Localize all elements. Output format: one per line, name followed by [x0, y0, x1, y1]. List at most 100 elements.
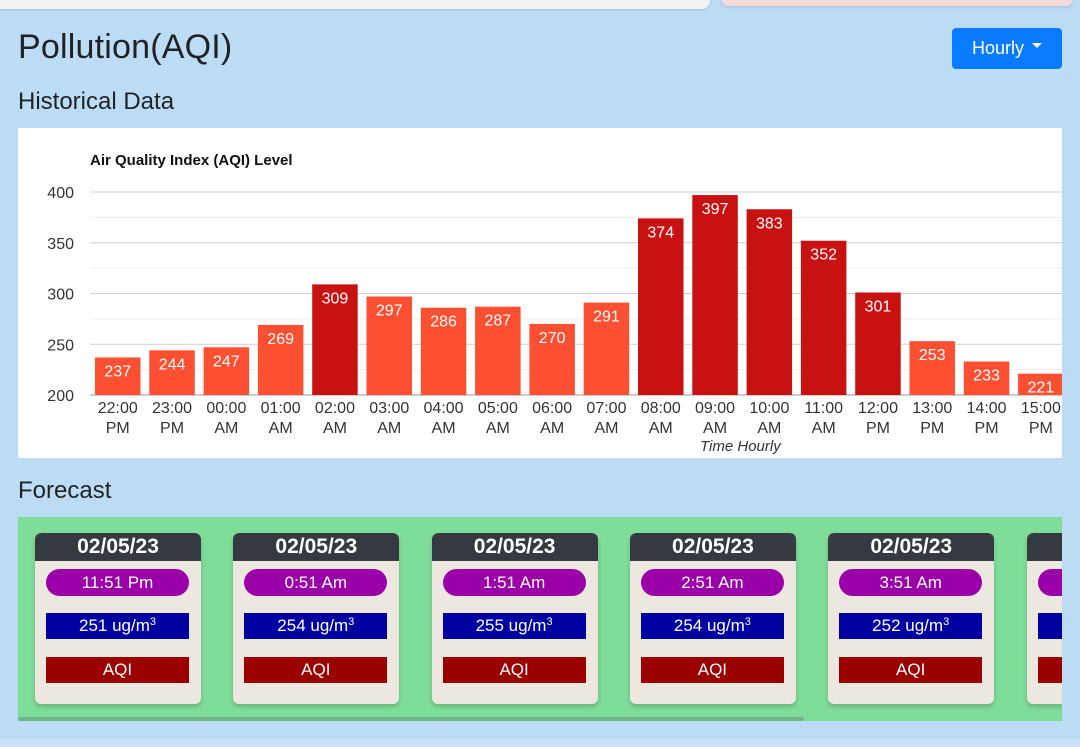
bar [366, 296, 412, 395]
x-tick-label-time: 14:00 [967, 400, 1007, 417]
bar-value-label: 309 [322, 290, 349, 307]
forecast-card-date [1027, 533, 1062, 561]
forecast-pm-value: 254 ug/m [277, 616, 349, 635]
historical-data-heading: Historical Data [18, 88, 175, 115]
top-bar-panel-left [0, 0, 710, 9]
bar-value-label: 352 [810, 247, 837, 264]
forecast-card-pm: 251 ug/m3 [46, 613, 189, 639]
top-navbar [0, 0, 1080, 10]
x-tick-label-period: AM [812, 420, 836, 437]
bar [149, 350, 195, 395]
x-tick-label-period: PM [106, 420, 130, 437]
forecast-card[interactable]: 02/05/23 3:51 Am 252 ug/m3 AQI [828, 533, 995, 704]
bar-value-label: 297 [376, 303, 403, 320]
y-tick-label: 400 [47, 185, 74, 202]
hourly-dropdown-label: Hourly [971, 38, 1024, 58]
bar-value-label: 383 [756, 215, 783, 232]
forecast-card-pm: 252 ug/m3 [839, 613, 983, 639]
y-tick-label: 300 [47, 287, 74, 304]
x-tick-label-time: 06:00 [532, 400, 572, 417]
forecast-scrollbar-thumb[interactable] [18, 717, 804, 721]
aqi-historical-chart: 200 250 300 350 400 237 22:00 PM 244 23:00 PM 247 00… [18, 128, 1062, 458]
bar-value-label: 269 [267, 331, 294, 348]
x-tick-label-period: AM [377, 420, 401, 437]
x-tick-label-time: 07:00 [586, 400, 626, 417]
bar-value-label: 374 [647, 224, 674, 241]
x-tick-label-period: AM [432, 420, 456, 437]
x-tick-label-period: PM [160, 420, 184, 437]
forecast-card-aqi: AQI [640, 657, 784, 683]
x-axis-title: Time Hourly [700, 438, 781, 455]
unit-superscript: 3 [149, 616, 156, 628]
forecast-card-pm: 255 ug/m3 [442, 613, 586, 639]
hourly-dropdown-button[interactable]: Hourly [952, 28, 1062, 69]
y-tick-label: 350 [47, 236, 74, 253]
bar-value-label: 253 [919, 347, 946, 364]
bar-value-label: 244 [159, 356, 186, 373]
top-bar-panel-right [722, 0, 1072, 6]
x-tick-label-time: 10:00 [749, 400, 789, 417]
x-tick-label-period: PM [975, 420, 999, 437]
page-title: Pollution(AQI) [18, 28, 233, 66]
forecast-card[interactable]: 02/05/23 2:51 Am 254 ug/m3 AQI [629, 533, 796, 704]
bar [203, 347, 250, 395]
x-tick-label-time: 23:00 [152, 400, 192, 417]
forecast-card-partial[interactable] [1027, 533, 1062, 704]
forecast-card-pm [1038, 613, 1062, 639]
bar [746, 209, 793, 395]
x-tick-label-period: AM [540, 420, 564, 437]
forecast-card-aqi [1038, 657, 1062, 683]
x-tick-label-period: PM [866, 420, 890, 437]
forecast-pm-value: 254 ug/m [673, 616, 745, 635]
forecast-pm-value: 255 ug/m [475, 616, 547, 635]
forecast-card-time: 2:51 Am [640, 569, 784, 596]
x-tick-label-period: PM [920, 420, 944, 437]
forecast-card-pm: 254 ug/m3 [244, 613, 388, 639]
x-tick-label-time: 05:00 [478, 400, 518, 417]
bar [692, 195, 738, 395]
x-tick-label-period: PM [1029, 420, 1053, 437]
forecast-card-date: 02/05/23 [35, 533, 201, 561]
x-tick-label-time: 13:00 [912, 400, 952, 417]
unit-superscript: 3 [546, 616, 553, 628]
unit-superscript: 3 [348, 616, 355, 628]
bar-value-label: 397 [702, 201, 729, 218]
bar [475, 306, 521, 395]
bar-value-label: 287 [484, 313, 511, 330]
forecast-card[interactable]: 02/05/23 1:51 Am 255 ug/m3 AQI [431, 533, 598, 704]
bar [1018, 373, 1062, 395]
bar-value-label: 286 [430, 314, 457, 331]
caret-down-icon [1032, 43, 1042, 48]
x-tick-label-period: AM [323, 420, 347, 437]
bar [257, 324, 304, 395]
forecast-card[interactable]: 02/05/23 0:51 Am 254 ug/m3 AQI [233, 533, 400, 704]
bar [800, 240, 847, 395]
forecast-card-date: 02/05/23 [629, 533, 796, 561]
forecast-heading: Forecast [18, 477, 112, 504]
forecast-card-time: 1:51 Am [442, 569, 586, 596]
bar [312, 284, 358, 395]
forecast-card-date: 02/05/23 [233, 533, 400, 561]
x-tick-label-time: 02:00 [315, 400, 355, 417]
forecast-card-time: 3:51 Am [839, 569, 983, 596]
forecast-pm-value: 252 ug/m [872, 616, 944, 635]
bar [963, 361, 1010, 395]
bar-value-label: 291 [593, 309, 620, 326]
bar-value-label: 233 [973, 368, 1000, 385]
x-tick-label-period: AM [757, 420, 781, 437]
x-tick-label-period: AM [594, 420, 618, 437]
x-tick-label-time: 11:00 [804, 400, 843, 417]
x-tick-label-period: AM [214, 420, 238, 437]
x-tick-label-time: 04:00 [424, 400, 464, 417]
forecast-card[interactable]: 02/05/23 11:51 Pm 251 ug/m3 AQI [35, 533, 201, 704]
x-tick-label-time: 12:00 [858, 400, 898, 417]
bar-value-label: 270 [539, 330, 566, 347]
bar-value-label: 237 [104, 363, 131, 380]
forecast-card-aqi: AQI [442, 657, 586, 683]
forecast-card-time: 11:51 Pm [46, 569, 189, 596]
bar [95, 357, 141, 395]
forecast-carousel[interactable]: 02/05/23 11:51 Pm 251 ug/m3 AQI 02/05/23 0:51… [18, 517, 1062, 721]
forecast-card-aqi: AQI [244, 657, 388, 683]
x-tick-label-period: AM [486, 420, 510, 437]
bar [909, 341, 955, 395]
